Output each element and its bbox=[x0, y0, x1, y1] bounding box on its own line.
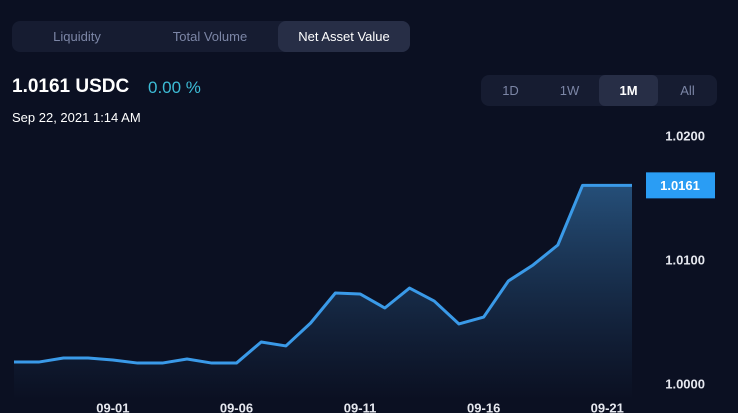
x-tick-label: 09-06 bbox=[220, 400, 253, 413]
y-tick-label: 1.0000 bbox=[665, 376, 705, 391]
price-label: 1.0161 bbox=[660, 178, 700, 193]
tab[interactable]: Total Volume bbox=[172, 29, 248, 44]
y-tick-label: 1.0200 bbox=[665, 128, 705, 143]
x-tick-label: 09-21 bbox=[591, 400, 624, 413]
line bbox=[14, 183, 632, 365]
area-fill bbox=[14, 185, 632, 400]
y-tick-label: 1.0100 bbox=[665, 252, 705, 267]
x-tick-label: 09-01 bbox=[96, 400, 129, 413]
price-label-box bbox=[646, 172, 715, 199]
tab-active[interactable]: Net Asset Value bbox=[278, 21, 410, 52]
range-button[interactable]: 1M bbox=[599, 75, 658, 106]
price: 1.0161 USDC bbox=[12, 76, 130, 97]
x-tick-label: 09-11 bbox=[344, 400, 377, 413]
range-bar: 1D 1W 1M All bbox=[481, 75, 717, 106]
range-button[interactable]: 1D bbox=[502, 83, 519, 98]
tab-bar: Liquidity Total Volume Net Asset Value bbox=[12, 21, 410, 52]
range-button[interactable]: 1W bbox=[559, 83, 580, 98]
range-button[interactable]: All bbox=[680, 83, 695, 98]
timestamp: Sep 22, 2021 1:14 AM bbox=[12, 110, 141, 125]
change: 0.00 % bbox=[148, 78, 201, 97]
tab[interactable]: Liquidity bbox=[53, 29, 101, 44]
x-tick-label: 09-16 bbox=[467, 400, 500, 413]
